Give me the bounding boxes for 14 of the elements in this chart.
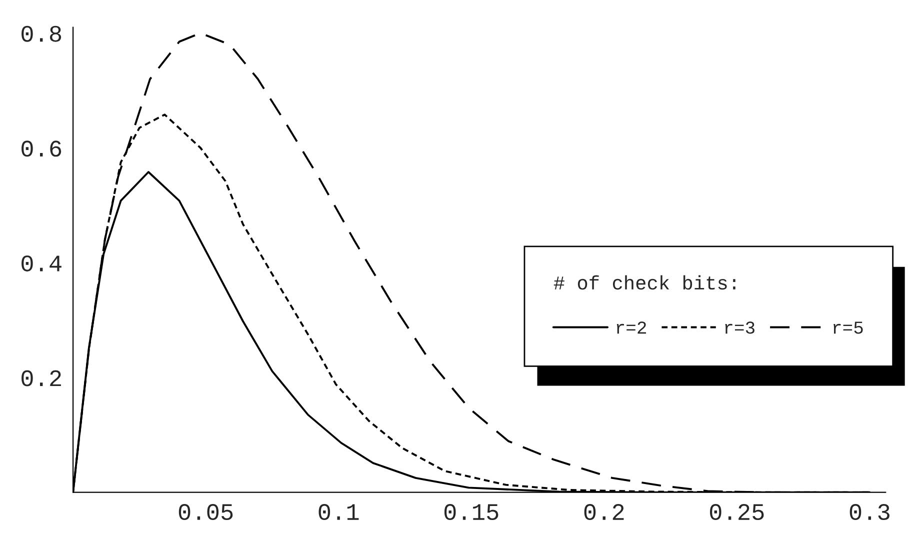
legend-label: r=3 [725, 322, 754, 334]
legend-label: r=5 [834, 322, 863, 334]
x-tick-label: 0.2 [584, 504, 624, 520]
legend-label: r=2 [616, 322, 646, 334]
legend-title: # of check bits: [554, 275, 736, 290]
x-tick-label: 0.3 [850, 504, 890, 520]
y-tick-label: 0.8 [22, 26, 62, 42]
y-tick-label: 0.2 [22, 370, 61, 386]
x-tick-label: 0.05 [178, 504, 233, 520]
x-tick-label: 0.15 [444, 504, 498, 520]
x-tick-label: 0.25 [710, 504, 764, 520]
x-tick-label: 0.1 [318, 504, 359, 520]
y-tick-label: 0.4 [22, 255, 62, 272]
y-tick-label: 0.6 [22, 140, 62, 157]
